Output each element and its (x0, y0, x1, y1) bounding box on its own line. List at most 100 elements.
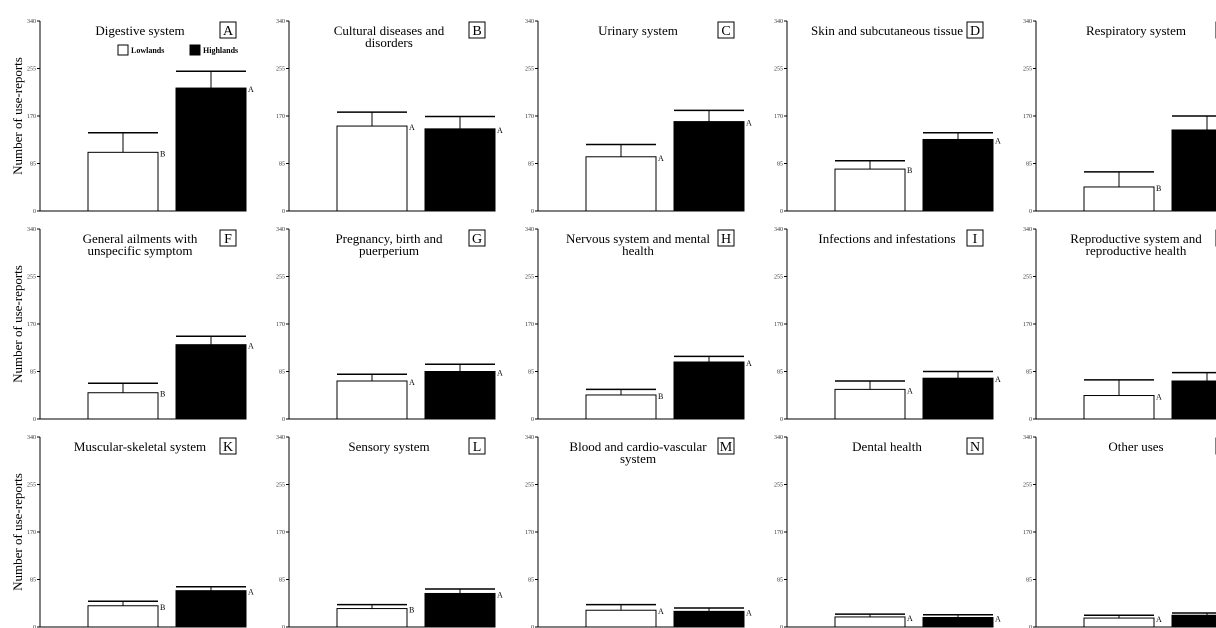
panel-d: 0 85 170 255 340 B A Skin and subcutaneous tiss… (774, 19, 1001, 215)
y-tick-label: 85 (30, 578, 36, 584)
significance-letter: A (995, 375, 1001, 384)
bar-highlands (175, 87, 247, 212)
panel-e: 085170255340BARespiratory systemE (1023, 19, 1216, 215)
bar-lowlands (1083, 395, 1155, 420)
y-tick-label: 170 (276, 114, 285, 120)
y-tick-label: 340 (525, 227, 534, 233)
panel-title: Muscular-skeletal system (74, 439, 206, 454)
y-tick-label: 340 (276, 19, 285, 25)
bar-highlands (922, 377, 994, 420)
significance-letter: A (995, 136, 1001, 145)
y-tick-label: 340 (1023, 19, 1032, 25)
bar-lowlands (1083, 186, 1155, 212)
y-tick-label: 0 (33, 209, 36, 215)
y-axis-label: Number of use-reports (10, 265, 25, 383)
significance-letter: A (907, 614, 913, 623)
panel-title: Pregnancy, birth and (335, 231, 443, 246)
significance-letter: B (907, 166, 912, 175)
significance-letter: A (497, 369, 503, 378)
panel-k: 0 85 170 255 340 B A Muscular-skeletal system K (27, 435, 254, 628)
y-tick-label: 255 (1023, 67, 1032, 73)
significance-letter: A (1156, 615, 1162, 624)
y-tick-label: 85 (30, 162, 36, 168)
bar-lowlands (834, 388, 906, 420)
panel-letter: I (973, 232, 978, 247)
panel-letter: G (472, 232, 482, 247)
panel-letter: F (224, 232, 232, 247)
panel-letter-box (468, 437, 486, 455)
y-tick-label: 340 (27, 435, 36, 441)
bar-lowlands (336, 125, 408, 212)
y-tick-label: 340 (525, 19, 534, 25)
y-tick-label: 85 (1026, 162, 1032, 168)
y-tick-label: 0 (1029, 625, 1032, 628)
bar-lowlands (87, 151, 159, 212)
y-tick-label: 340 (774, 435, 783, 441)
bar-highlands (922, 138, 994, 212)
y-tick-label: 255 (276, 67, 285, 73)
y-tick-label: 0 (780, 209, 783, 215)
y-tick-label: 170 (1023, 530, 1032, 536)
y-tick-label: 0 (282, 625, 285, 628)
panel-title: Skin and subcutaneous tissue (811, 23, 963, 38)
significance-letter: B (160, 149, 165, 158)
panel-letter-box (219, 437, 237, 455)
panel-l: 0 85 170 255 340 B A Sensory system L (276, 435, 503, 628)
panel-letter-box (966, 229, 984, 247)
significance-letter: A (995, 615, 1001, 624)
legend-label-highlands: Highlands (203, 46, 238, 55)
bar-highlands (1171, 614, 1216, 628)
y-tick-label: 255 (27, 275, 36, 281)
panel-letter: D (970, 24, 980, 39)
panel-i: 0 85 170 255 340 A A Infections and infestation… (774, 227, 1001, 423)
panel-letter: L (473, 440, 482, 455)
legend-swatch-lowlands (117, 44, 129, 56)
y-axis-label: Number of use-reports (10, 473, 25, 591)
panel-a: 0 85 170 255 340 B A Digestive system A Lowlands H… (27, 19, 254, 215)
y-tick-label: 340 (276, 227, 285, 233)
y-tick-label: 170 (774, 530, 783, 536)
panel-letter-box (717, 437, 735, 455)
significance-letter: A (409, 378, 415, 387)
panel-title: Digestive system (95, 23, 184, 38)
bar-lowlands (585, 609, 657, 628)
y-tick-label: 170 (27, 114, 36, 120)
y-tick-label: 170 (525, 322, 534, 328)
y-tick-label: 340 (1023, 227, 1032, 233)
panel-title: Dental health (852, 439, 922, 454)
y-tick-label: 85 (528, 162, 534, 168)
panel-letter: K (223, 440, 233, 455)
bar-highlands (1171, 380, 1216, 420)
y-tick-label: 255 (525, 275, 534, 281)
y-tick-label: 85 (1026, 370, 1032, 376)
panel-m: 0 85 170 255 340 A A Blood and cardio-vasculars… (525, 435, 752, 628)
significance-letter: A (1156, 393, 1162, 402)
panel-title: puerperium (359, 243, 419, 258)
panel-title: Infections and infestations (818, 231, 955, 246)
y-tick-label: 340 (1023, 435, 1032, 441)
y-tick-label: 255 (525, 67, 534, 73)
panel-title: Urinary system (598, 23, 678, 38)
significance-letter: B (160, 390, 165, 399)
y-tick-label: 255 (774, 275, 783, 281)
panel-title: system (620, 451, 656, 466)
y-tick-label: 85 (279, 578, 285, 584)
bar-highlands (424, 592, 496, 628)
y-tick-label: 255 (1023, 483, 1032, 489)
y-tick-label: 85 (279, 370, 285, 376)
panel-title: General ailments with (83, 231, 198, 246)
bar-highlands (673, 121, 745, 212)
panel-letter-box (468, 21, 486, 39)
significance-letter: A (658, 607, 664, 616)
panel-title: Nervous system and mental (566, 231, 710, 246)
bar-highlands (673, 610, 745, 628)
y-tick-label: 170 (276, 322, 285, 328)
y-tick-label: 0 (531, 417, 534, 423)
bar-lowlands (834, 168, 906, 212)
legend-swatch-highlands (189, 44, 201, 56)
y-tick-label: 85 (528, 578, 534, 584)
bar-lowlands (87, 392, 159, 420)
panel-c: 0 85 170 255 340 A A Urinary system C (525, 19, 752, 215)
y-tick-label: 255 (27, 483, 36, 489)
